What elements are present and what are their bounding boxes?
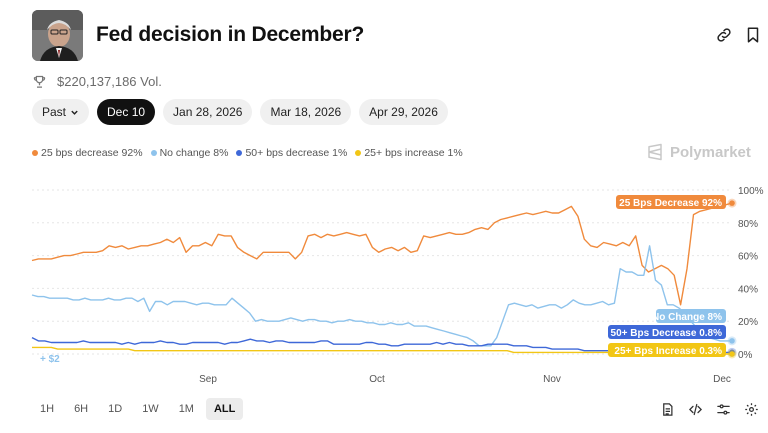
y-axis-labels: 100% 80% 60% 40% 20% 0% [738, 186, 764, 361]
series-end-point [729, 351, 735, 357]
x-tick-label: Sep [199, 374, 217, 385]
legend-label: 25+ bps increase 1% [364, 147, 463, 159]
volume-text: $220,137,186 Vol. [57, 73, 162, 89]
legend-label: No change 8% [159, 147, 229, 159]
bookmark-icon[interactable] [744, 26, 762, 44]
series-end-point [729, 338, 735, 344]
tab-dec-10[interactable]: Dec 10 [97, 99, 156, 125]
legend-label: 25 bps decrease 92% [41, 147, 143, 159]
polymarket-watermark: Polymarket [646, 143, 751, 161]
y-tick-label: 80% [738, 219, 758, 230]
tab-mar-18-2026[interactable]: Mar 18, 2026 [260, 99, 352, 125]
x-axis-labels: Sep Oct Nov Dec [199, 374, 731, 385]
chart-series [31, 198, 737, 359]
volume-row: $220,137,186 Vol. [32, 72, 162, 90]
svg-text:25 Bps Decrease 92%: 25 Bps Decrease 92% [619, 198, 722, 209]
x-tick-label: Dec [713, 374, 731, 385]
y-tick-label: 0% [738, 350, 753, 361]
chart-legend: 25 bps decrease 92% No change 8% 50+ bps… [32, 147, 463, 159]
document-icon[interactable] [660, 402, 675, 417]
chart-grid [32, 189, 732, 355]
range-1m[interactable]: 1M [178, 403, 194, 415]
chart-annotations: 25 Bps Decrease 92% No Change 8% 50+ Bps D… [40, 195, 726, 365]
legend-dot [236, 150, 243, 156]
legend-dot [355, 150, 362, 156]
series-end-label: 25+ Bps Increase 0.3% [608, 343, 726, 357]
y-tick-label: 60% [738, 252, 758, 263]
gear-icon[interactable] [744, 402, 759, 417]
range-1d[interactable]: 1D [108, 403, 123, 415]
y-tick-label: 20% [738, 317, 758, 328]
range-1h[interactable]: 1H [40, 403, 55, 415]
svg-text:25+ Bps Increase 0.3%: 25+ Bps Increase 0.3% [614, 346, 722, 357]
range-1w[interactable]: 1W [142, 403, 159, 415]
watermark-text: Polymarket [670, 143, 751, 161]
legend-item: 50+ bps decrease 1% [236, 147, 347, 159]
legend-dot [150, 150, 157, 156]
y-tick-label: 40% [738, 284, 758, 295]
range-all[interactable]: ALL [205, 398, 244, 420]
time-range-tabs: 1H 6H 1D 1W 1M ALL [32, 398, 244, 420]
series-end-point [729, 200, 735, 206]
svg-text:50+ Bps Decrease 0.8%: 50+ Bps Decrease 0.8% [611, 328, 723, 339]
legend-label: 50+ bps decrease 1% [245, 147, 348, 159]
trophy-icon [32, 74, 47, 89]
legend-item: 25 bps decrease 92% [32, 147, 143, 159]
market-avatar [32, 10, 83, 61]
legend-item: 25+ bps increase 1% [355, 147, 463, 159]
tab-apr-29-2026[interactable]: Apr 29, 2026 [359, 99, 448, 125]
market-header: Fed decision in December? [32, 10, 768, 64]
market-title: Fed decision in December? [96, 23, 365, 46]
chevron-down-icon [70, 108, 79, 117]
x-tick-label: Nov [543, 374, 561, 385]
polymarket-logo-icon [646, 143, 664, 161]
chart-tools [660, 402, 759, 417]
code-icon[interactable] [688, 402, 703, 417]
series-line [31, 245, 732, 347]
svg-text:No Change 8%: No Change 8% [652, 312, 722, 323]
series-line [31, 202, 733, 306]
series-end-label: 25 Bps Decrease 92% [616, 195, 726, 209]
y-tick-label: 100% [738, 186, 764, 197]
x-tick-label: Oct [369, 374, 385, 385]
sliders-icon[interactable] [716, 402, 731, 417]
range-6h[interactable]: 6H [74, 403, 89, 415]
tab-jan-28-2026[interactable]: Jan 28, 2026 [163, 99, 253, 125]
series-end-label: 50+ Bps Decrease 0.8% [608, 325, 726, 339]
link-icon[interactable] [715, 26, 733, 44]
tab-past[interactable]: Past [32, 99, 90, 125]
series-end-label: No Change 8% [652, 309, 726, 323]
probability-chart[interactable]: 100% 80% 60% 40% 20% 0% Sep Oct Nov Dec 25 Bps D… [0, 170, 768, 390]
date-tabs: Past Dec 10 Jan 28, 2026 Mar 18, 2026 Ap… [32, 99, 448, 125]
tab-past-label: Past [42, 105, 67, 119]
legend-item: No change 8% [150, 147, 229, 159]
legend-dot [32, 150, 38, 156]
chart-annotation: + $2 [40, 354, 60, 365]
